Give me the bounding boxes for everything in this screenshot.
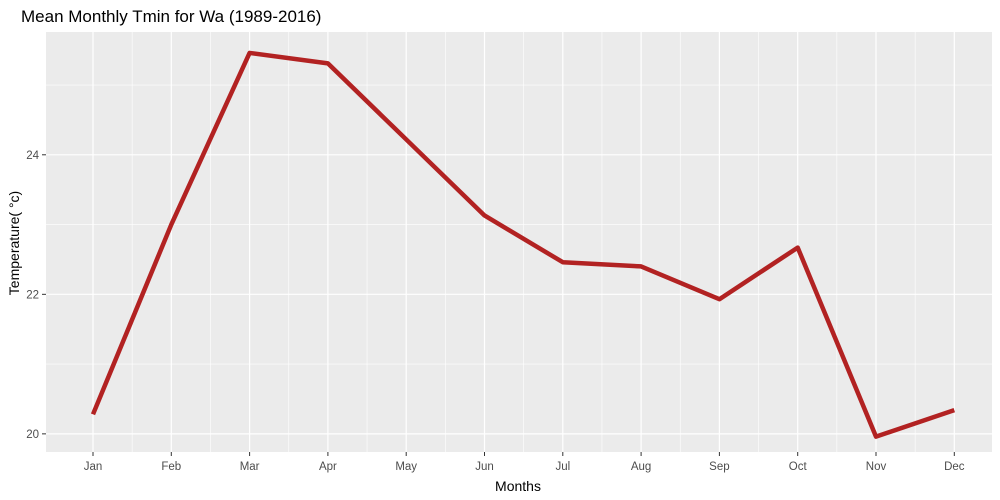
x-tick-label: Oct [789, 461, 808, 473]
x-tick-label: Dec [944, 461, 965, 473]
x-tick-label: Nov [866, 461, 887, 473]
y-tick-label: 22 [26, 289, 39, 301]
x-tick-label: May [395, 461, 417, 473]
x-tick-label: Mar [240, 461, 260, 473]
y-tick-label: 20 [26, 429, 39, 441]
x-axis-label: Months [495, 478, 541, 494]
x-tick-label: Feb [161, 461, 181, 473]
minor-gridlines [46, 32, 992, 452]
x-tick-label: Apr [319, 461, 337, 473]
x-tick-label: Jan [84, 461, 103, 473]
series-line-0 [90, 50, 956, 439]
x-tick-label: Aug [631, 461, 651, 473]
plot-panel [46, 32, 992, 452]
y-axis: 20 22 24 [26, 150, 46, 441]
y-tick-label: 24 [26, 150, 39, 162]
x-axis: Jan Feb Mar Apr May Jun Jul Aug Sep Oct Nov Dec [84, 452, 965, 473]
series-layer [90, 50, 956, 439]
major-gridlines [46, 32, 992, 452]
x-tick-label: Jun [475, 461, 494, 473]
chart-title: Mean Monthly Tmin for Wa (1989-2016) [21, 7, 321, 26]
y-axis-label: Temperature( °c) [6, 191, 22, 295]
x-tick-label: Jul [555, 461, 570, 473]
x-tick-label: Sep [709, 461, 729, 473]
